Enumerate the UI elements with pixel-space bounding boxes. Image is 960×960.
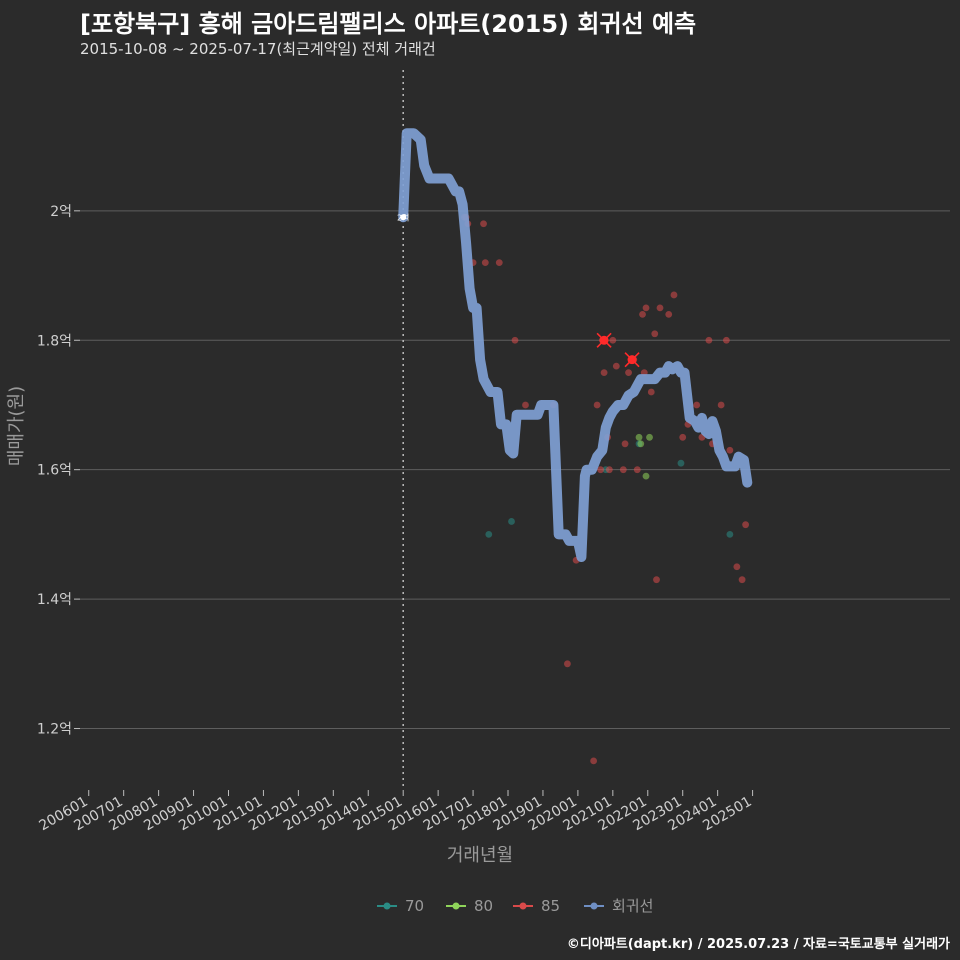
y-tick-label: 1.8억 [37, 333, 72, 349]
y-tick-label: 1.2억 [37, 722, 72, 738]
data-point-85 [605, 466, 613, 474]
data-point-85 [593, 401, 601, 409]
data-point-85 [564, 660, 571, 668]
chart-title: [포항북구] 흥해 금아드림팰리스 아파트(2015) 회귀선 예측 [80, 10, 697, 38]
data-point-85 [651, 330, 659, 338]
data-point-85 [717, 401, 725, 409]
data-point-70 [726, 530, 734, 538]
legend-label: 85 [541, 897, 560, 915]
data-point-85 [705, 336, 713, 344]
legend-label: 80 [474, 897, 493, 915]
y-tick-label: 1.6억 [37, 463, 72, 479]
data-point-85 [481, 259, 489, 267]
data-point-80 [635, 433, 643, 441]
data-point-85 [480, 220, 487, 228]
data-point-85 [647, 388, 655, 396]
data-point-85 [738, 576, 746, 584]
source-caption: ©디아파트(dapt.kr) / 2025.07.23 / 자료=국토교통부 실… [566, 937, 950, 952]
start-marker [400, 214, 407, 221]
y-tick-label: 2억 [50, 204, 72, 220]
data-point-85 [495, 259, 503, 267]
legend-key-dot [383, 902, 391, 910]
data-point-85 [722, 336, 730, 344]
start-marker-label: 2억 [397, 212, 409, 222]
data-point-70 [485, 530, 493, 538]
data-point-85 [511, 336, 519, 344]
data-point-85 [639, 310, 646, 318]
data-point-85 [621, 440, 629, 448]
data-point-85 [656, 304, 664, 312]
data-point-80 [642, 472, 650, 480]
data-point-85 [670, 291, 678, 299]
data-point-85 [600, 369, 608, 377]
legend-label: 회귀선 [612, 897, 653, 915]
highlight-cross [596, 332, 612, 348]
data-point-85 [590, 757, 598, 765]
data-point-85 [633, 466, 641, 474]
x-axis-title: 거래년월 [447, 845, 513, 866]
data-point-85 [742, 521, 750, 529]
legend-label: 70 [405, 897, 424, 915]
data-point-85 [612, 362, 620, 370]
data-point-85 [609, 336, 617, 344]
data-point-85 [679, 433, 687, 441]
data-point-85 [653, 576, 660, 584]
chart-subtitle: 2015-10-08 ~ 2025-07-17(최근계약일) 전체 거래건 [80, 40, 436, 58]
legend-key-dot [519, 902, 527, 910]
legend-key-dot [452, 902, 460, 910]
data-point-70 [677, 459, 685, 467]
data-point-85 [625, 369, 632, 377]
data-point-85 [693, 401, 701, 409]
data-point-70 [508, 518, 515, 525]
y-tick-label: 1.4억 [37, 592, 72, 608]
data-point-80 [646, 433, 653, 441]
highlight-cross [624, 352, 640, 368]
data-point-85 [733, 563, 741, 571]
data-point-85 [619, 466, 627, 474]
data-point-85 [522, 401, 529, 409]
data-point-85 [597, 466, 605, 474]
y-axis-title: 매매가(원) [6, 386, 27, 466]
regression-line [398, 128, 753, 562]
data-point-85 [665, 310, 673, 318]
data-point-85 [642, 304, 650, 312]
data-point-85 [726, 446, 734, 454]
legend-key-dot [590, 902, 598, 910]
data-point-80 [637, 440, 645, 448]
